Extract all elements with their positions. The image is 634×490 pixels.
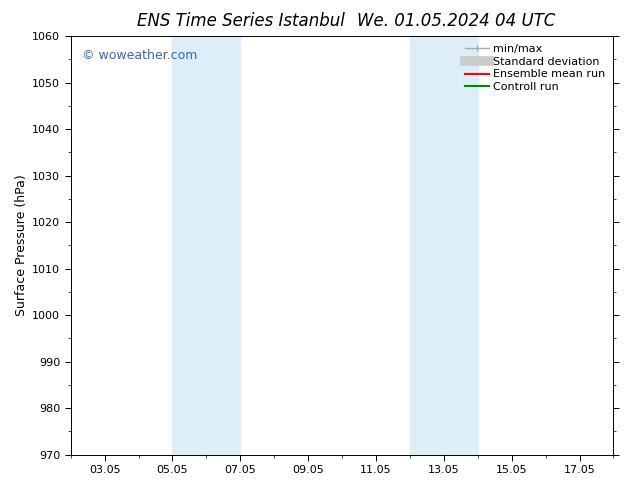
Text: ENS Time Series Istanbul: ENS Time Series Istanbul — [137, 12, 345, 30]
Text: We. 01.05.2024 04 UTC: We. 01.05.2024 04 UTC — [358, 12, 555, 30]
Y-axis label: Surface Pressure (hPa): Surface Pressure (hPa) — [15, 174, 28, 316]
Legend: min/max, Standard deviation, Ensemble mean run, Controll run: min/max, Standard deviation, Ensemble me… — [462, 42, 608, 95]
Bar — [410, 36, 478, 455]
Bar — [172, 36, 240, 455]
Text: © woweather.com: © woweather.com — [82, 49, 197, 62]
